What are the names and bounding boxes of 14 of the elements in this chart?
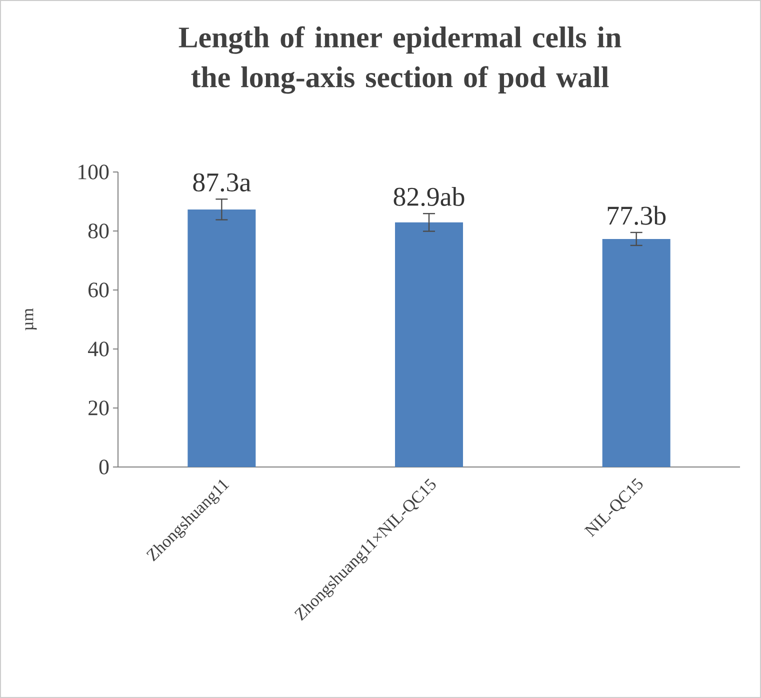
data-label: 82.9ab	[394, 187, 464, 206]
y-tick-label: 60	[88, 282, 109, 298]
data-label: 77.3b	[608, 206, 666, 225]
bar	[188, 209, 256, 467]
chart-title: Length of inner epidermal cells in the long-axis section of pod wall	[178, 26, 622, 94]
y-tick-label: 20	[88, 400, 109, 416]
y-tick-label: 100	[78, 164, 109, 180]
bar	[602, 238, 670, 467]
y-tick-label: 40	[88, 342, 109, 356]
data-label: 87.3a	[193, 173, 251, 192]
y-tick-label: 0	[99, 460, 109, 474]
y-axis-title: µm	[25, 308, 37, 330]
bar	[395, 222, 464, 467]
y-tick-label: 80	[88, 224, 109, 238]
